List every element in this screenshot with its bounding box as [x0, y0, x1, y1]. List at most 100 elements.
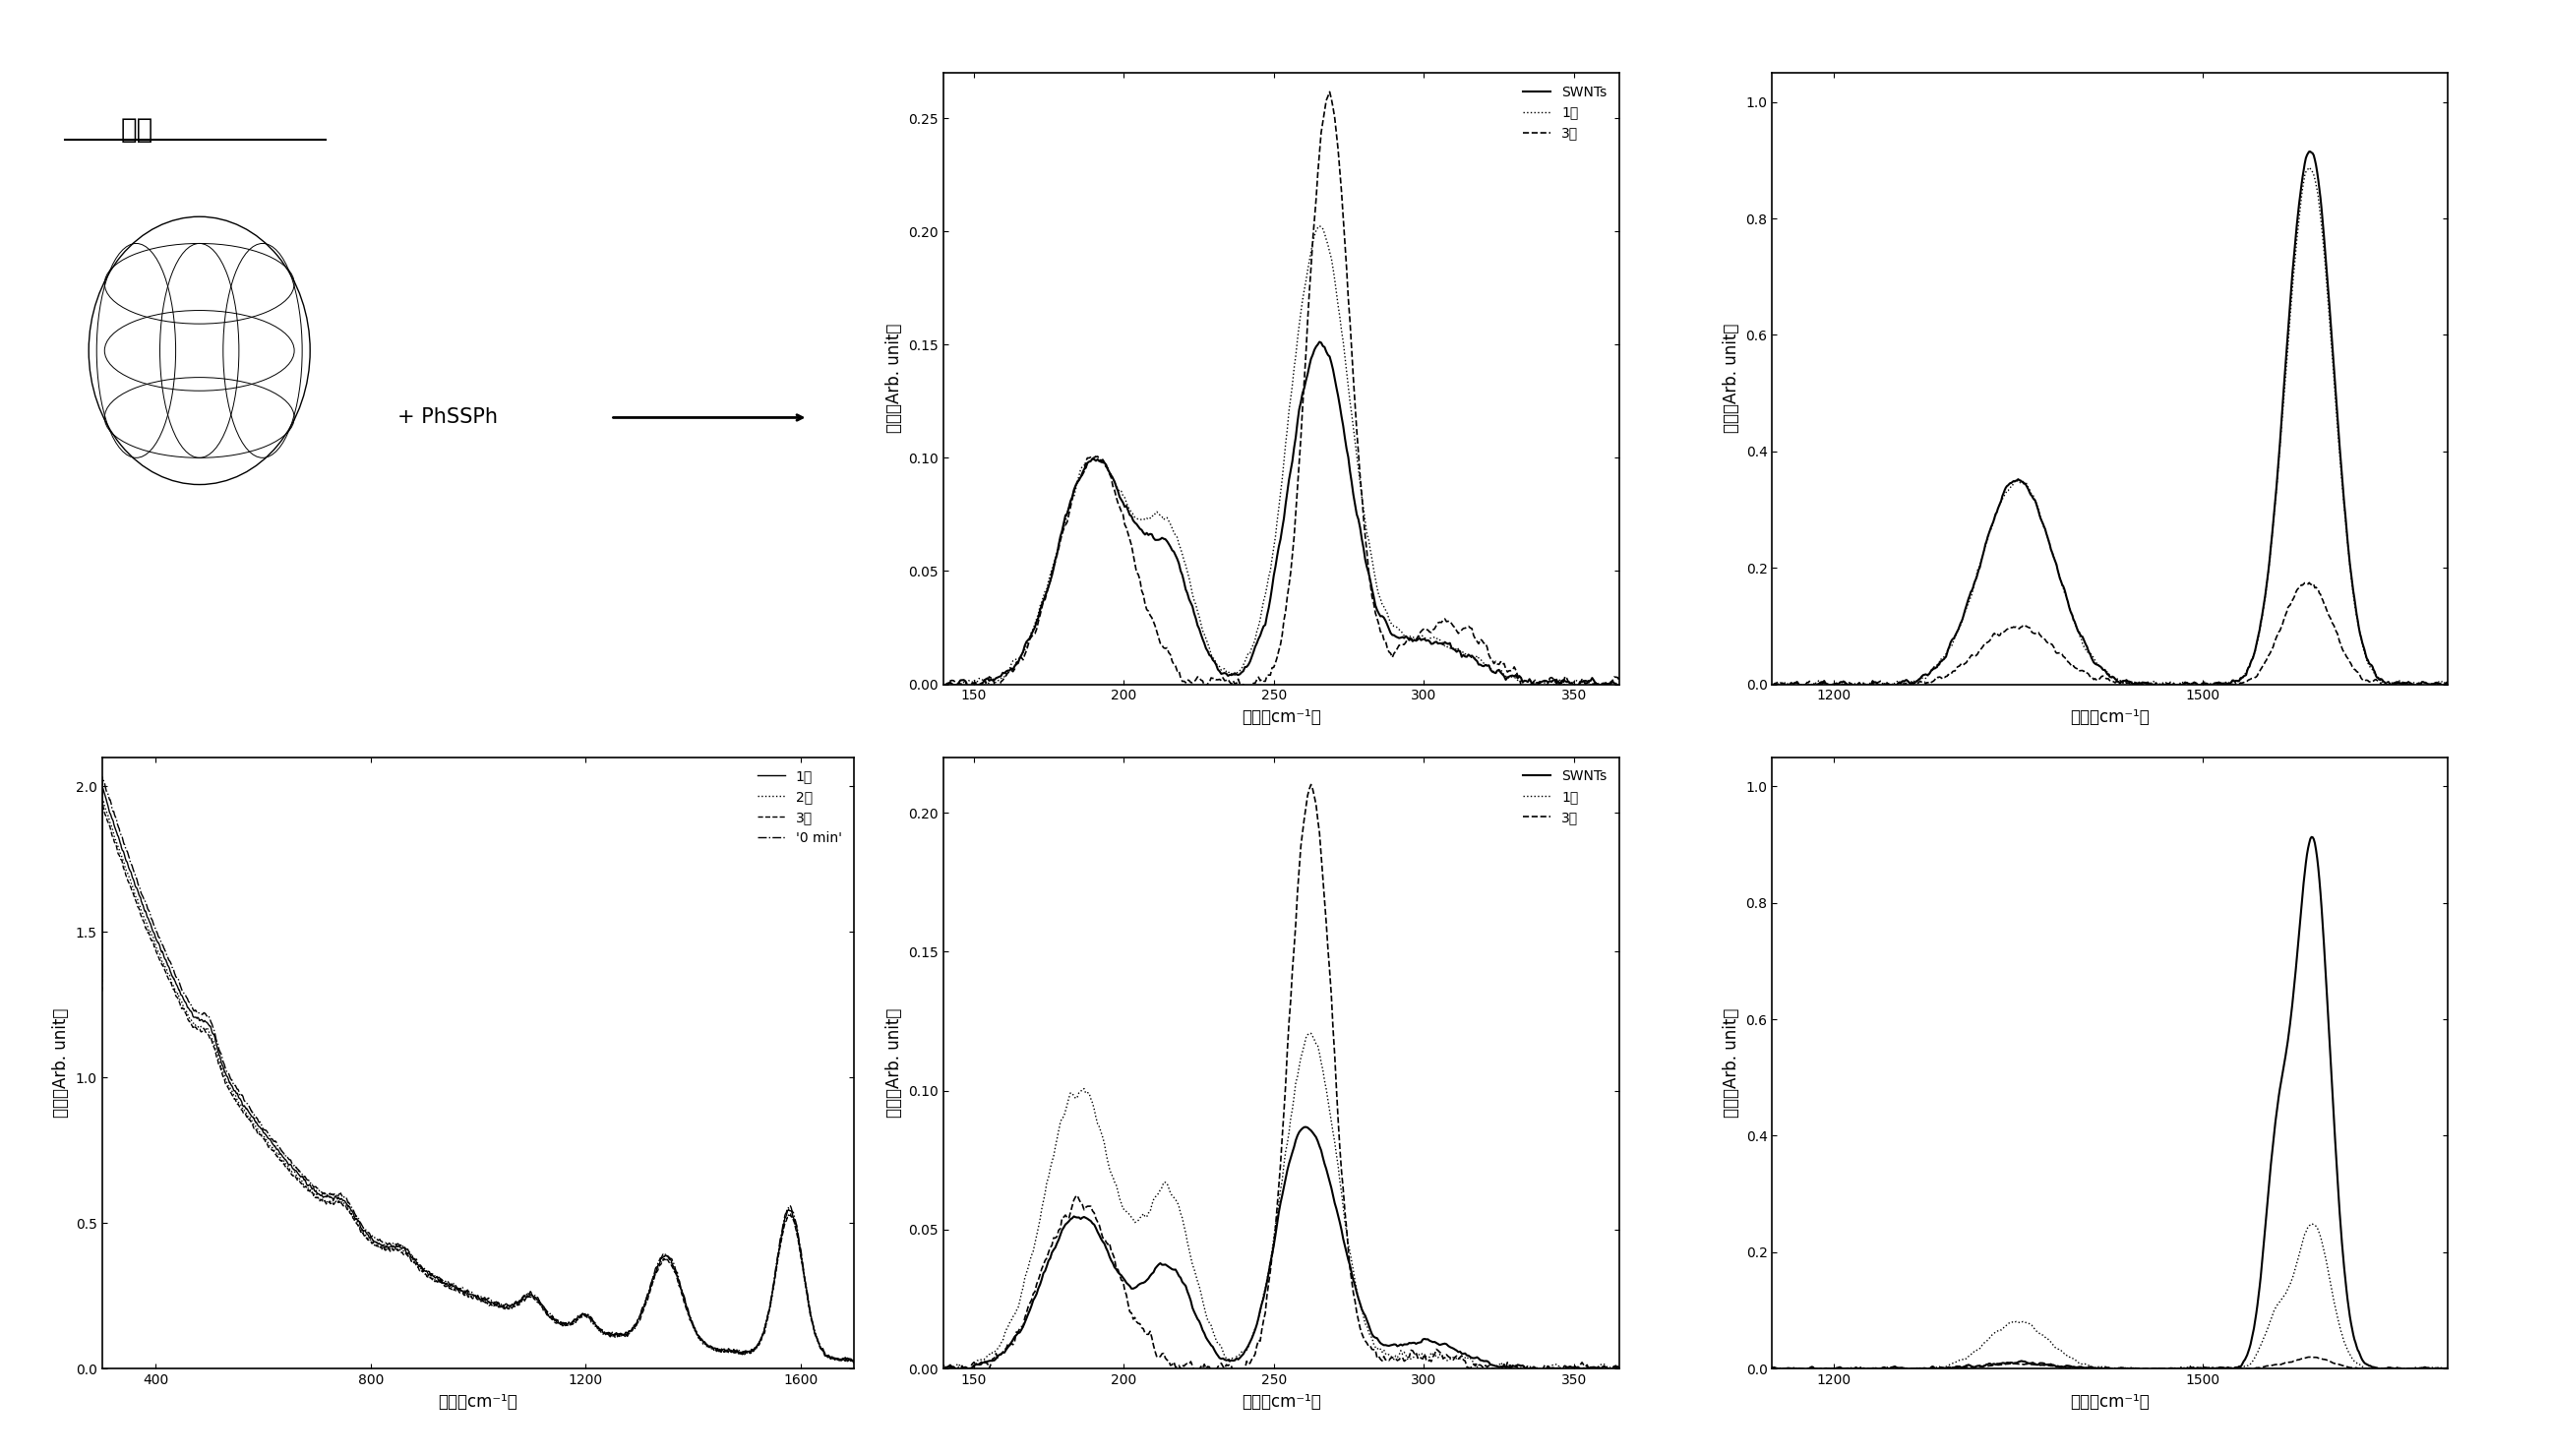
'0 min' [87, 769, 117, 786]
3天 [482, 1296, 513, 1313]
3天 [1010, 646, 1040, 664]
SWNTs [2295, 143, 2326, 160]
SWNTs [1757, 678, 1788, 696]
Legend: 1天, 2天, 3天, '0 min': 1天, 2天, 3天, '0 min' [752, 764, 847, 850]
1天 [928, 1357, 959, 1374]
1天 [1418, 1345, 1448, 1363]
1天 [1196, 1316, 1227, 1334]
1天 [2433, 1360, 2463, 1377]
Line: SWNTs: SWNTs [944, 342, 1619, 687]
SWNTs [2063, 623, 2094, 641]
SWNTs [2267, 1067, 2298, 1085]
3天 [1782, 681, 1813, 699]
1天 [1295, 1025, 1326, 1042]
3天 [1555, 1374, 1586, 1392]
Line: 1天: 1天 [1772, 1224, 2448, 1372]
Text: 方案: 方案 [120, 116, 153, 144]
SWNTs [1148, 1257, 1178, 1274]
1天 [1757, 676, 1788, 693]
SWNTs [1010, 1313, 1040, 1331]
Y-axis label: 强度（Arb. unit）: 强度（Arb. unit） [54, 1008, 69, 1118]
1天 [270, 1150, 301, 1168]
1天 [1010, 641, 1040, 658]
Y-axis label: 强度（Arb. unit）: 强度（Arb. unit） [1724, 1008, 1739, 1118]
1天 [2063, 1354, 2094, 1372]
1天 [482, 1294, 513, 1312]
1天 [2295, 1216, 2326, 1233]
Line: 3天: 3天 [102, 804, 854, 1364]
3天 [2267, 1356, 2298, 1373]
2天 [347, 1223, 377, 1241]
2天 [482, 1297, 513, 1315]
3天 [2267, 617, 2298, 635]
1天 [2433, 674, 2463, 692]
'0 min' [434, 1277, 464, 1294]
1天 [1148, 511, 1178, 529]
'0 min' [87, 965, 117, 983]
3天 [1930, 1360, 1961, 1377]
SWNTs [2433, 1360, 2463, 1377]
SWNTs [2208, 676, 2239, 693]
Line: SWNTs: SWNTs [944, 1127, 1619, 1370]
1天 [1826, 678, 1856, 696]
1天 [1604, 677, 1635, 695]
1天 [2127, 1363, 2157, 1380]
3天 [2157, 1360, 2188, 1377]
3天 [928, 677, 959, 695]
2天 [434, 1278, 464, 1296]
3天 [434, 1280, 464, 1297]
3天 [2295, 1348, 2326, 1366]
'0 min' [482, 1294, 513, 1312]
1天 [1591, 680, 1622, 697]
Line: 1天: 1天 [944, 1034, 1619, 1374]
SWNTs [2157, 677, 2188, 695]
SWNTs [1198, 651, 1229, 668]
1天 [2157, 1361, 2188, 1379]
Line: SWNTs: SWNTs [1772, 151, 2448, 689]
3天 [928, 1358, 959, 1376]
3天 [1933, 667, 1964, 684]
3天 [1313, 83, 1344, 100]
1天 [1303, 217, 1334, 234]
2天 [87, 791, 117, 808]
1天 [699, 1340, 729, 1357]
Y-axis label: 强度（Arb. unit）: 强度（Arb. unit） [885, 1008, 903, 1118]
1天 [2267, 409, 2298, 427]
3天 [839, 1356, 870, 1373]
X-axis label: 波数（cm⁻¹）: 波数（cm⁻¹） [2071, 1392, 2150, 1411]
3天 [2063, 1358, 2094, 1376]
SWNTs [2267, 402, 2298, 419]
'0 min' [270, 1144, 301, 1162]
3天 [1561, 683, 1591, 700]
3天 [1420, 1341, 1451, 1358]
'0 min' [839, 1354, 870, 1372]
1天 [1148, 1174, 1178, 1191]
1天 [1930, 1358, 1961, 1376]
3天 [1148, 639, 1178, 657]
Line: 3天: 3天 [1772, 582, 2448, 690]
SWNTs [1418, 1334, 1448, 1351]
Line: 1天: 1天 [1772, 167, 2448, 687]
1天 [1576, 1366, 1606, 1383]
SWNTs [1290, 1118, 1321, 1136]
SWNTs [1150, 530, 1181, 547]
SWNTs [928, 676, 959, 693]
1天 [434, 1278, 464, 1296]
1天 [2208, 677, 2239, 695]
1天 [2063, 625, 2094, 642]
2天 [87, 980, 117, 997]
3天 [2433, 1360, 2463, 1377]
SWNTs [2063, 1358, 2094, 1376]
Legend: SWNTs, 1天, 3天: SWNTs, 1天, 3天 [1517, 80, 1612, 146]
SWNTs [1196, 1337, 1227, 1354]
Line: 3天: 3天 [1772, 1357, 2448, 1369]
1天 [1420, 630, 1451, 648]
3天 [699, 1340, 729, 1357]
Line: 3天: 3天 [944, 785, 1619, 1383]
3天 [2063, 662, 2094, 680]
Y-axis label: 强度（Arb. unit）: 强度（Arb. unit） [1724, 323, 1739, 434]
SWNTs [1012, 633, 1043, 651]
1天 [1354, 1326, 1385, 1344]
Text: + PhSSPh: + PhSSPh [398, 408, 497, 428]
SWNTs [2157, 1360, 2188, 1377]
